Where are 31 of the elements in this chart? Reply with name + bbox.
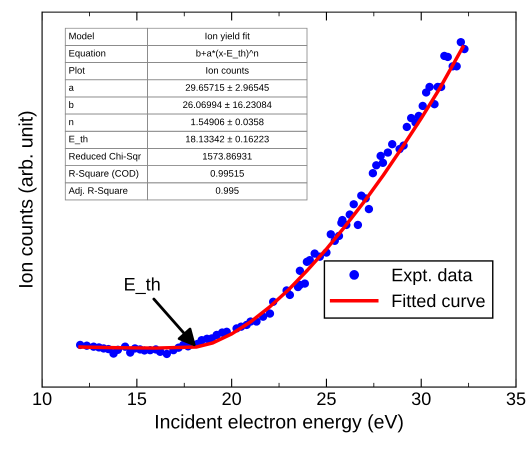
y-axis-title: Ion counts (arb. unit) [18,112,37,287]
annotation: Ion counts [206,67,249,74]
annotation: 0.995 [216,187,239,194]
legend-label: Expt. data [392,268,473,285]
text: Model [69,32,94,40]
x-tick-label: 35 [506,392,526,406]
x-tick-label: 10 [33,392,52,406]
annotation: b [69,101,74,108]
x-axis-title: Incident electron energy (eV) [156,414,403,432]
annotation: 29.65715 ± 2.96545 [186,84,269,91]
annotation: Adj. R-Square [68,186,128,196]
annotation: R-Square (COD) [69,170,138,179]
legend-label: Fitted curve [392,294,485,308]
annotation: Equation [69,50,106,58]
annotation: Reduced Chi-Sqr [69,152,141,162]
text: Ion yield fit [206,32,250,42]
annotation: 1.54906 ± 0.0358 [191,118,264,126]
annotation: E_th [69,135,88,144]
annotation: 26.06994 ± 16.23084 [183,101,272,108]
annotation: Plot [69,66,85,74]
annotation: n [69,120,74,126]
annotation: E_th [125,277,160,294]
annotation: a [68,86,74,91]
annotation: b+a*(x-E_th)^n [196,50,258,58]
x-tick-label: 20 [222,392,241,406]
annotation: 0.99515 [210,170,244,177]
x-tick-label: 15 [128,392,146,406]
annotation: 1573.86931 [203,152,252,160]
x-tick-label: 25 [317,392,336,406]
annotation: 18.13342 ± 0.16223 [186,136,269,142]
x-tick-label: 30 [412,392,431,406]
